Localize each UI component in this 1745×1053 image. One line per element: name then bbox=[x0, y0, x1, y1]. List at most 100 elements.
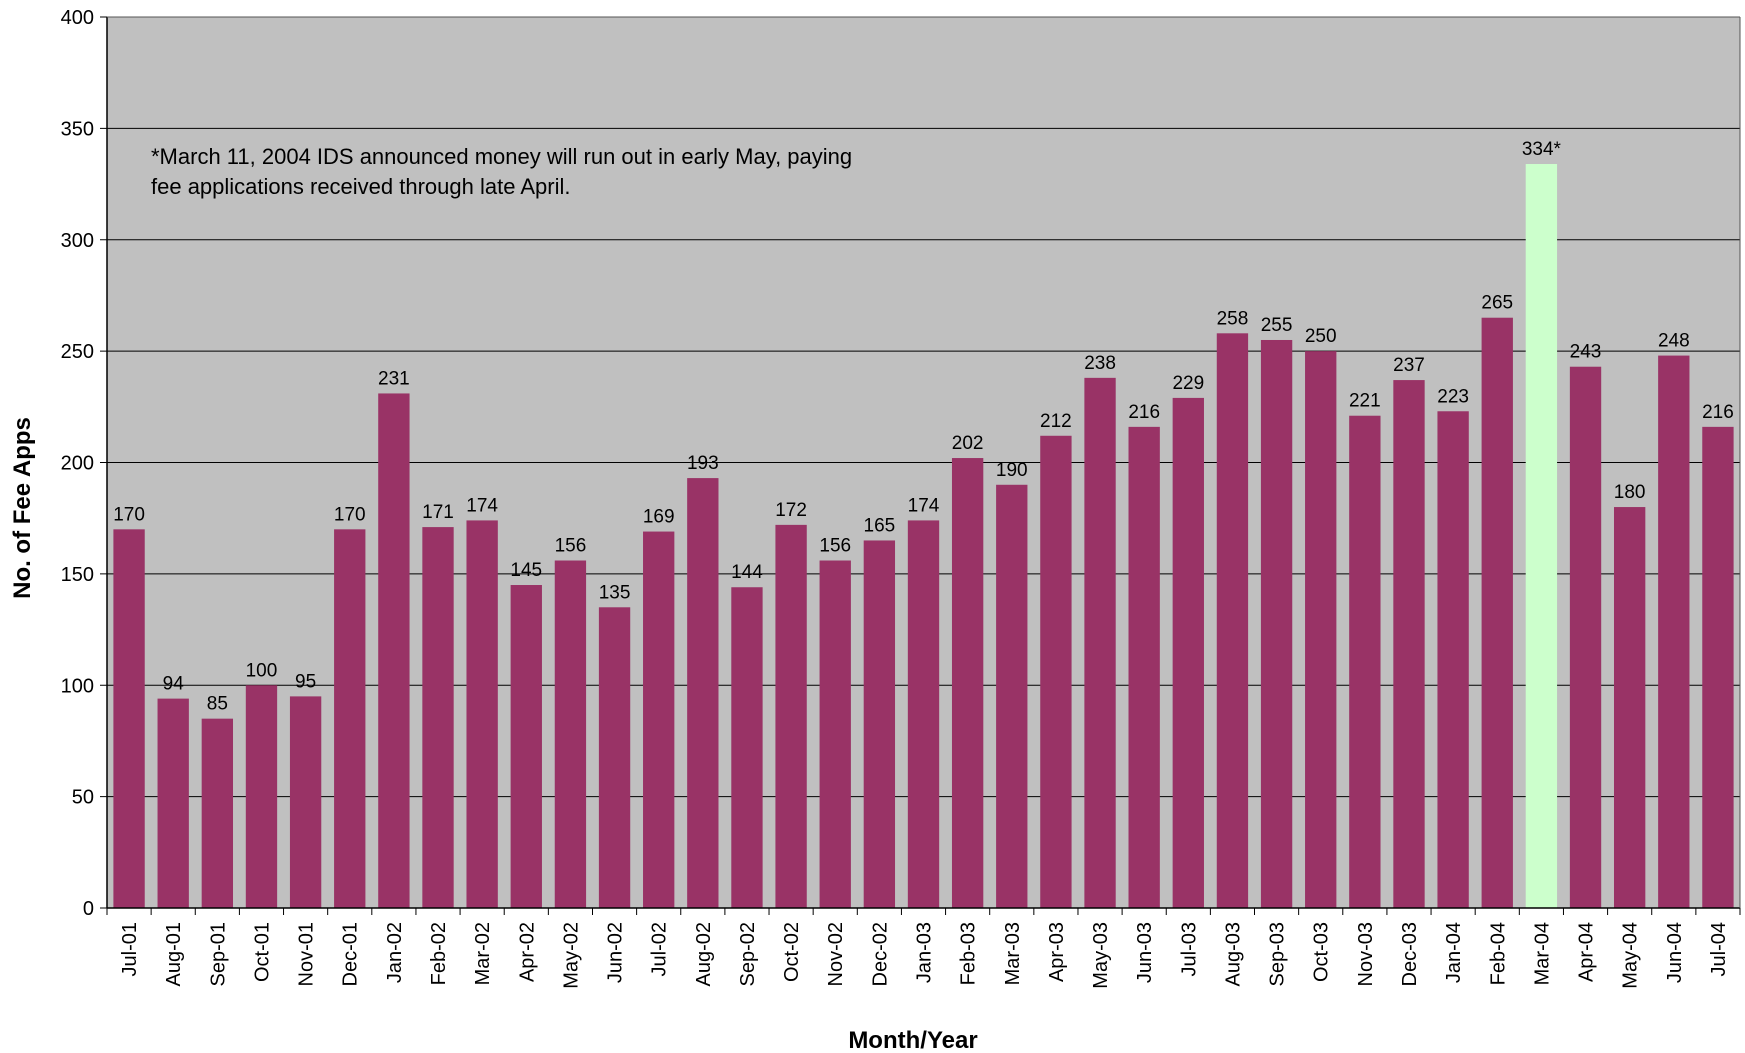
y-tick-label: 300 bbox=[61, 230, 94, 252]
bar-jan-03 bbox=[907, 520, 940, 908]
data-label: 221 bbox=[1349, 391, 1381, 412]
bar-may-02 bbox=[554, 560, 587, 908]
x-tick-label: Jun-02 bbox=[605, 922, 627, 983]
x-tick-label: Apr-03 bbox=[1046, 922, 1068, 982]
data-label: 170 bbox=[113, 504, 145, 525]
y-tick-label: 250 bbox=[61, 341, 94, 363]
x-tick-label: Jul-02 bbox=[649, 922, 671, 976]
data-label: 216 bbox=[1128, 402, 1160, 423]
bar-dec-01 bbox=[334, 529, 366, 908]
bar-nov-01 bbox=[289, 696, 322, 908]
bar-dec-03 bbox=[1393, 380, 1425, 908]
bar-feb-02 bbox=[422, 527, 454, 908]
x-tick-label: Mar-04 bbox=[1531, 922, 1553, 985]
bar-jul-02 bbox=[643, 531, 675, 908]
x-tick-label: Dec-02 bbox=[869, 922, 891, 986]
bar-sep-02 bbox=[731, 587, 763, 908]
bar-oct-01 bbox=[245, 685, 278, 908]
data-label: 190 bbox=[996, 460, 1028, 481]
data-label: 169 bbox=[643, 507, 675, 528]
x-tick-labels: Jul-01 Aug-01 Sep-01 Oct-01 Nov-01 Dec-01 Jan-… bbox=[106, 908, 1741, 989]
data-labels: 170 94 85 100 95 170 231 171 174 145 156 135 169 193 1… bbox=[113, 139, 1734, 715]
y-tick-label: 200 bbox=[61, 453, 94, 475]
bar-nov-03 bbox=[1349, 415, 1381, 908]
bar-aug-03 bbox=[1216, 333, 1249, 908]
x-tick-label: Oct-02 bbox=[781, 922, 803, 982]
data-label: 250 bbox=[1305, 326, 1337, 347]
y-tick-label: 400 bbox=[61, 7, 94, 29]
x-tick-label: May-02 bbox=[560, 922, 582, 989]
bar-may-03 bbox=[1084, 377, 1116, 909]
x-tick-label: Aug-03 bbox=[1222, 922, 1244, 987]
data-label: 238 bbox=[1084, 353, 1116, 374]
data-label: 135 bbox=[599, 582, 631, 603]
x-tick-label: Jan-04 bbox=[1443, 922, 1465, 983]
data-label: 212 bbox=[1040, 411, 1072, 432]
bar-jan-02 bbox=[378, 393, 410, 908]
bar-apr-04 bbox=[1569, 366, 1602, 908]
bar-jul-03 bbox=[1172, 397, 1204, 908]
y-tick-label: 350 bbox=[61, 118, 94, 140]
data-label: 216 bbox=[1702, 402, 1734, 423]
x-tick-label: Mar-02 bbox=[472, 922, 494, 985]
x-tick-label: Apr-04 bbox=[1576, 922, 1598, 982]
data-label: 94 bbox=[163, 674, 185, 695]
data-label: 144 bbox=[731, 562, 763, 583]
data-label: 193 bbox=[687, 453, 719, 474]
data-label: 174 bbox=[466, 495, 498, 516]
bar-may-04 bbox=[1613, 507, 1646, 908]
data-label: 174 bbox=[908, 495, 940, 516]
bar-nov-02 bbox=[819, 560, 851, 908]
bar-oct-03 bbox=[1305, 351, 1337, 908]
data-label: 100 bbox=[246, 660, 278, 681]
data-label: 231 bbox=[378, 368, 410, 389]
bar-jun-03 bbox=[1128, 426, 1160, 908]
x-tick-label: Oct-01 bbox=[251, 922, 273, 982]
x-axis-title: Month/Year bbox=[848, 1027, 977, 1053]
x-tick-label: Jul-03 bbox=[1178, 922, 1200, 976]
x-tick-label: Aug-01 bbox=[163, 922, 185, 987]
data-label: 202 bbox=[952, 433, 984, 454]
y-tick-label: 150 bbox=[61, 564, 94, 586]
x-tick-label: Feb-04 bbox=[1487, 922, 1509, 985]
x-tick-label: Nov-03 bbox=[1355, 922, 1377, 986]
x-tick-label: Jul-04 bbox=[1708, 922, 1730, 976]
data-label: 265 bbox=[1481, 293, 1513, 314]
data-label: 258 bbox=[1217, 308, 1249, 329]
data-label: 171 bbox=[422, 502, 454, 523]
data-label: 170 bbox=[334, 504, 366, 525]
bar-aug-02 bbox=[687, 478, 719, 908]
bar-oct-02 bbox=[775, 524, 807, 908]
x-tick-label: May-04 bbox=[1620, 922, 1642, 989]
data-label: 243 bbox=[1570, 342, 1602, 363]
bar-aug-01 bbox=[157, 698, 189, 908]
annotation-line-2: fee applications received through late A… bbox=[151, 174, 570, 199]
x-tick-label: May-03 bbox=[1090, 922, 1112, 989]
bar-sep-03 bbox=[1260, 339, 1293, 908]
x-tick-label: Sep-02 bbox=[737, 922, 759, 987]
bar-feb-03 bbox=[951, 458, 984, 908]
data-label: 248 bbox=[1658, 331, 1690, 352]
x-tick-label: Nov-02 bbox=[825, 922, 847, 986]
x-tick-label: Sep-01 bbox=[207, 922, 229, 987]
bar-dec-02 bbox=[863, 540, 896, 908]
data-label: 229 bbox=[1172, 373, 1204, 394]
data-label: 156 bbox=[555, 536, 587, 557]
bar-jun-04 bbox=[1658, 355, 1690, 909]
bar-feb-04 bbox=[1481, 317, 1513, 908]
bars bbox=[113, 164, 1734, 909]
x-tick-label: Jun-03 bbox=[1134, 922, 1156, 983]
x-tick-label: Feb-02 bbox=[428, 922, 450, 985]
bar-jan-04 bbox=[1437, 411, 1469, 908]
x-tick-label: Apr-02 bbox=[516, 922, 538, 982]
x-tick-label: Jun-04 bbox=[1664, 922, 1686, 983]
data-label: 223 bbox=[1437, 386, 1469, 407]
bar-jul-04 bbox=[1702, 426, 1734, 908]
x-tick-label: Oct-03 bbox=[1311, 922, 1333, 982]
bar-jul-01 bbox=[113, 529, 145, 908]
data-label: 334* bbox=[1522, 139, 1562, 160]
data-label: 95 bbox=[295, 671, 316, 692]
bar-mar-04 bbox=[1525, 164, 1558, 908]
data-label: 180 bbox=[1614, 482, 1646, 503]
